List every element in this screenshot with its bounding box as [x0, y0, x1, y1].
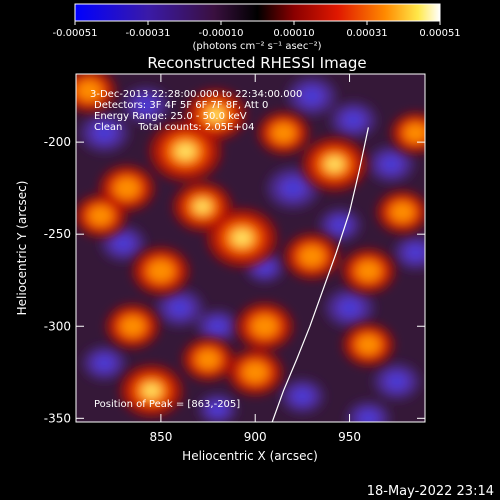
colorbar-tick-label: 0.00031 [346, 28, 387, 39]
info-peak-position: Position of Peak = [863,-205] [94, 399, 240, 410]
solar-limb-line [271, 127, 369, 422]
cool-region-center [99, 358, 110, 368]
hot-region-inner [299, 246, 325, 267]
colorbar-tick-label: -0.00051 [53, 28, 98, 39]
info-energy: Energy Range: 25.0 - 50.0 keV [94, 111, 247, 122]
cool-region-center [385, 159, 397, 170]
cool-region-center [287, 182, 299, 194]
y-tick-label: -200 [44, 135, 71, 149]
footer-timestamp: 18-May-2022 23:14 [367, 484, 494, 499]
info-time-range: 3-Dec-2013 22:28:00.000 to 22:34:00.000 [90, 89, 302, 100]
x-tick-label: 950 [338, 430, 361, 444]
hot-region-inner [242, 362, 268, 383]
hot-region-inner [120, 316, 145, 337]
colorbar-ticks: -0.00051 -0.00031 -0.00010 0.00010 0.00031 0.… [53, 21, 461, 39]
cool-emission-layer [79, 76, 425, 422]
chart-title: Reconstructed RHESSI Image [147, 54, 366, 72]
plot-frame [75, 73, 426, 423]
colorbar-units: (photons cm⁻² s⁻¹ asec⁻²) [192, 41, 321, 52]
cool-region-center [306, 90, 318, 102]
y-axis-label: Heliocentric Y (arcsec) [15, 181, 29, 316]
cool-region-center [140, 100, 151, 111]
plot-area: 850 900 950 -200 -250 -300 -350 [44, 73, 426, 444]
x-axis-ticks: 850 900 950 [149, 74, 361, 444]
hot-region-inner [147, 260, 174, 282]
cool-region-center [118, 238, 129, 249]
hot-region-core [325, 157, 344, 172]
hot-region-inner [356, 335, 381, 355]
cool-region-center [260, 262, 269, 272]
info-block: 3-Dec-2013 22:28:00.000 to 22:34:00.000 … [90, 89, 302, 410]
x-tick-label: 900 [244, 430, 267, 444]
hot-region-inner [88, 206, 113, 226]
hot-region-inner [251, 315, 278, 337]
hot-region-core [232, 230, 252, 246]
hot-region-core [175, 143, 196, 160]
hot-region-core [194, 200, 211, 213]
y-axis-ticks: -200 -250 -300 -350 [44, 135, 425, 425]
colorbar: -0.00051 -0.00031 -0.00010 0.00010 0.00031 0.… [53, 3, 461, 52]
x-tick-label: 850 [149, 430, 172, 444]
colorbar-tick-label: -0.00031 [126, 28, 171, 39]
colorbar-tick-label: -0.00010 [199, 28, 244, 39]
hot-region-inner [77, 80, 102, 101]
colorbar-gradient [74, 3, 441, 22]
cool-region-center [297, 391, 308, 402]
cool-region-center [98, 127, 110, 139]
hot-region-core [207, 107, 224, 122]
y-tick-label: -300 [44, 319, 71, 333]
y-tick-label: -250 [44, 227, 71, 241]
x-axis-label: Heliocentric X (arcsec) [182, 449, 318, 463]
info-algorithm: Clean Total counts: 2.05E+04 [94, 122, 254, 133]
cool-region-center [363, 413, 374, 422]
y-tick-label: -350 [44, 411, 71, 425]
cool-region-center [348, 114, 359, 126]
cool-region-center [391, 376, 402, 387]
hot-region-inner [196, 349, 220, 369]
cool-region-center [344, 302, 355, 314]
cool-region-center [174, 302, 186, 314]
hot-region-inner [356, 261, 381, 281]
colorbar-tick-label: 0.00051 [419, 28, 460, 39]
cool-region-center [212, 321, 223, 331]
cool-region-center [410, 247, 421, 258]
hot-region-inner [114, 177, 140, 199]
hot-region-core [143, 383, 160, 398]
info-detectors: Detectors: 3F 4F 5F 6F 7F 8F, Att 0 [94, 100, 268, 111]
cool-region-center [213, 404, 222, 414]
cool-region-center [335, 220, 345, 230]
hot-region-inner [404, 123, 425, 143]
hot-emission-layer [76, 74, 425, 417]
colorbar-tick-label: 0.00010 [273, 28, 314, 39]
hot-region-inner [390, 202, 415, 222]
hot-region-inner [271, 123, 296, 143]
